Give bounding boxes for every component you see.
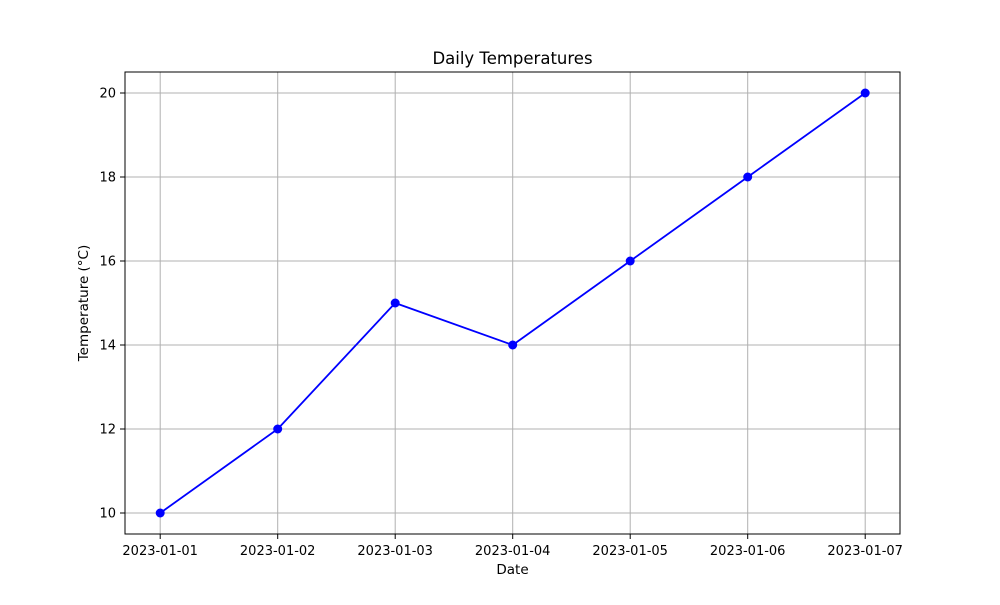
data-point xyxy=(743,172,753,182)
data-point xyxy=(860,88,870,98)
data-point xyxy=(625,256,635,266)
x-tick-label: 2023-01-02 xyxy=(240,544,316,559)
x-tick-label: 2023-01-05 xyxy=(592,544,668,559)
data-point xyxy=(155,508,165,518)
y-tick-label: 12 xyxy=(99,423,116,438)
data-point xyxy=(508,340,518,350)
x-tick-label: 2023-01-07 xyxy=(827,544,903,559)
grid-lines xyxy=(125,72,900,534)
x-tick-label: 2023-01-01 xyxy=(122,544,198,559)
y-axis-label: Temperature (°C) xyxy=(76,245,92,363)
data-point xyxy=(390,298,400,308)
data-point xyxy=(273,424,283,434)
y-tick-label: 16 xyxy=(99,255,116,270)
y-tick-label: 14 xyxy=(99,339,116,354)
axis-ticks: 2023-01-01 2023-01-02 2023-01-03 2023-01-04… xyxy=(99,87,903,560)
y-tick-label: 10 xyxy=(99,507,116,522)
x-axis-label: Date xyxy=(496,562,528,578)
chart-title: Daily Temperatures xyxy=(432,49,592,68)
x-tick-label: 2023-01-06 xyxy=(710,544,786,559)
x-tick-label: 2023-01-03 xyxy=(357,544,433,559)
y-tick-label: 20 xyxy=(99,87,116,102)
x-tick-label: 2023-01-04 xyxy=(475,544,551,559)
series-layer xyxy=(155,88,870,518)
y-tick-label: 18 xyxy=(99,171,116,186)
